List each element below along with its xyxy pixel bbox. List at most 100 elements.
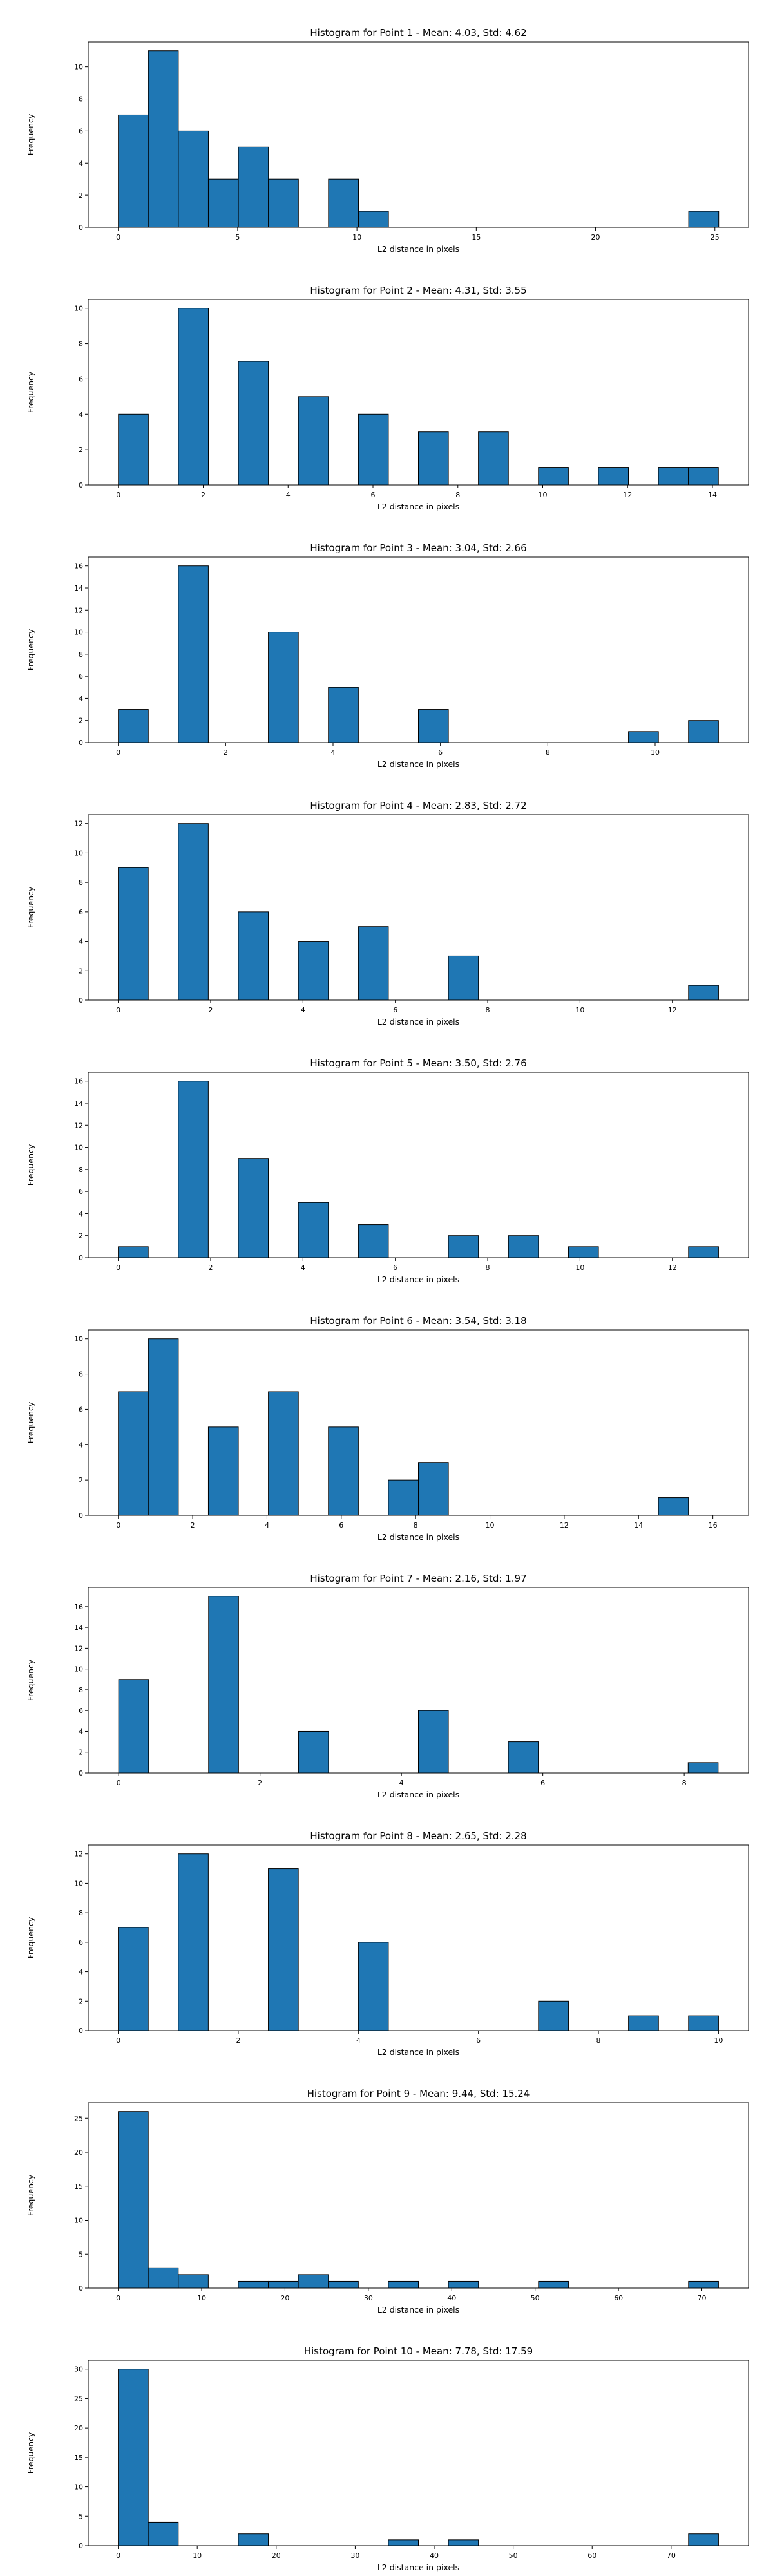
x-tick-label: 10 (575, 1264, 584, 1272)
x-tick-label: 5 (235, 233, 240, 242)
histogram-bar (268, 632, 299, 743)
x-tick-label: 10 (575, 1006, 584, 1014)
histogram-bar (238, 1158, 269, 1258)
histogram-bar (688, 720, 719, 743)
y-tick-label: 0 (79, 1254, 83, 1262)
histogram-chart-8: Histogram for Point 8 - Mean: 2.65, Std:… (26, 1830, 749, 2057)
y-axis-label: Frequency (26, 2174, 35, 2216)
histogram-chart-4: Histogram for Point 4 - Mean: 2.83, Std:… (26, 800, 749, 1027)
plot-frame (88, 814, 749, 1001)
y-tick-label: 6 (79, 127, 83, 135)
histogram-bar (628, 2015, 659, 2031)
y-tick-label: 8 (79, 340, 83, 348)
x-tick-label: 8 (682, 1779, 687, 1787)
y-tick-label: 2 (79, 446, 83, 454)
y-tick-label: 2 (79, 1476, 83, 1484)
x-tick-label: 4 (301, 1006, 305, 1014)
histogram-bar (238, 911, 269, 1001)
histogram-bar (118, 1391, 149, 1516)
histogram-bar (118, 114, 149, 228)
x-tick-label: 25 (711, 233, 720, 242)
x-tick-label: 15 (472, 233, 481, 242)
x-tick-label: 60 (614, 2294, 623, 2302)
y-tick-label: 4 (79, 159, 83, 167)
y-tick-label: 0 (79, 223, 83, 232)
histogram-panel-7: Histogram for Point 7 - Mean: 2.16, Std:… (0, 1546, 773, 1803)
y-axis-label: Frequency (26, 2432, 35, 2474)
histogram-panel-8: Histogram for Point 8 - Mean: 2.65, Std:… (0, 1803, 773, 2061)
y-tick-label: 14 (74, 1624, 83, 1632)
x-tick-label: 8 (414, 1521, 418, 1530)
y-tick-label: 30 (74, 2365, 83, 2374)
plot-frame (88, 41, 749, 228)
histogram-bar (688, 1246, 719, 1258)
histogram-bar (268, 2280, 299, 2289)
histogram-chart-7: Histogram for Point 7 - Mean: 2.16, Std:… (26, 1573, 749, 1799)
x-tick-label: 10 (193, 2552, 202, 2560)
x-tick-label: 12 (668, 1264, 677, 1272)
y-tick-label: 6 (79, 1707, 83, 1715)
histogram-bar (687, 1762, 719, 1774)
plot-frame (88, 299, 749, 486)
y-tick-label: 12 (74, 1850, 83, 1859)
chart-title: Histogram for Point 6 - Mean: 3.54, Std:… (310, 1315, 526, 1327)
x-tick-label: 10 (651, 748, 660, 757)
histogram-panel-2: Histogram for Point 2 - Mean: 4.31, Std:… (0, 258, 773, 515)
y-tick-label: 10 (74, 2483, 83, 2492)
histogram-panel-1: Histogram for Point 1 - Mean: 4.03, Std:… (0, 0, 773, 258)
x-tick-label: 4 (356, 2036, 361, 2045)
y-axis-label: Frequency (26, 113, 35, 155)
plot-frame (88, 1587, 749, 1774)
histogram-bar (358, 413, 389, 486)
y-tick-label: 10 (74, 1665, 83, 1674)
histogram-panel-5: Histogram for Point 5 - Mean: 3.50, Std:… (0, 1030, 773, 1288)
y-tick-label: 5 (79, 2250, 83, 2259)
histogram-bar (358, 926, 389, 1001)
histogram-bar (328, 1426, 359, 1516)
histogram-bar (688, 985, 719, 1001)
x-tick-label: 8 (596, 2036, 601, 2045)
histogram-bar (418, 709, 449, 743)
histogram-bar (538, 467, 569, 486)
histogram-bar (658, 1497, 689, 1516)
x-tick-label: 0 (116, 748, 120, 757)
x-tick-label: 6 (371, 491, 376, 499)
y-tick-label: 0 (79, 2542, 83, 2550)
x-tick-label: 20 (272, 2552, 281, 2560)
x-tick-label: 4 (399, 1779, 404, 1787)
x-tick-label: 6 (339, 1521, 343, 1530)
y-axis-label: Frequency (26, 1401, 35, 1443)
y-axis-label: Frequency (26, 1917, 35, 1958)
y-tick-label: 8 (79, 650, 83, 659)
y-tick-label: 0 (79, 739, 83, 747)
histogram-bar (298, 396, 329, 486)
histogram-bar (328, 178, 359, 228)
x-tick-label: 0 (116, 2294, 120, 2302)
y-tick-label: 15 (74, 2183, 83, 2191)
histogram-chart-9: Histogram for Point 9 - Mean: 9.44, Std:… (26, 2088, 749, 2315)
histogram-bar (118, 867, 149, 1001)
x-tick-label: 10 (714, 2036, 723, 2045)
chart-title: Histogram for Point 2 - Mean: 4.31, Std:… (310, 285, 526, 296)
histogram-bar (238, 146, 269, 228)
histogram-bar (148, 2267, 179, 2289)
y-tick-label: 12 (74, 820, 83, 828)
histogram-bar (448, 2280, 479, 2289)
x-tick-label: 10 (539, 491, 548, 499)
y-tick-label: 12 (74, 1644, 83, 1653)
histogram-bar (538, 2000, 569, 2031)
x-tick-label: 2 (191, 1521, 195, 1530)
histogram-bar (178, 1853, 209, 2031)
histogram-bar (688, 211, 720, 228)
histogram-bar (298, 1202, 329, 1258)
x-tick-label: 6 (393, 1006, 397, 1014)
x-axis-label: L2 distance in pixels (377, 759, 459, 769)
x-tick-label: 4 (301, 1264, 305, 1272)
histogram-bar (238, 2533, 269, 2546)
x-tick-label: 8 (455, 491, 460, 499)
histogram-bar (658, 467, 689, 486)
y-tick-label: 2 (79, 1748, 83, 1757)
histogram-bar (508, 1235, 539, 1258)
histogram-bar (208, 1596, 239, 1774)
